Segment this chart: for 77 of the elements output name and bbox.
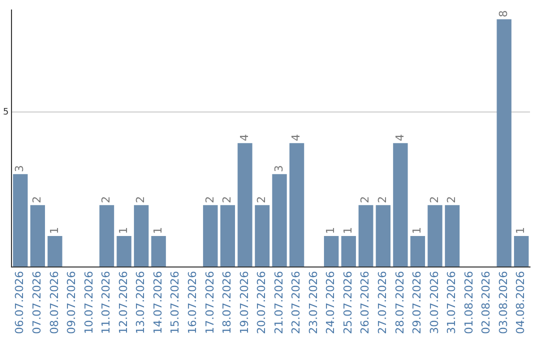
data-label: 1 bbox=[48, 227, 61, 234]
x-tick-label: 03.08.2026 bbox=[496, 271, 510, 334]
x-tick-label: 08.07.2026 bbox=[48, 271, 61, 334]
data-label: 2 bbox=[30, 196, 44, 204]
data-label: 2 bbox=[255, 196, 268, 204]
bar bbox=[99, 205, 114, 267]
x-tick-label: 11.07.2026 bbox=[100, 271, 113, 334]
x-tick-label: 24.07.2026 bbox=[324, 271, 338, 334]
x-tick-label: 02.08.2026 bbox=[480, 271, 493, 334]
x-tick-label: 25.07.2026 bbox=[341, 271, 354, 334]
x-tick-label: 26.07.2026 bbox=[358, 271, 372, 334]
bar bbox=[30, 205, 45, 267]
x-tick-label: 10.07.2026 bbox=[82, 271, 96, 334]
bar bbox=[393, 143, 408, 267]
data-label: 2 bbox=[220, 196, 234, 204]
data-label: 1 bbox=[324, 227, 338, 234]
data-label: 2 bbox=[134, 196, 148, 204]
data-label: 1 bbox=[116, 227, 130, 234]
x-tick-label: 29.07.2026 bbox=[410, 271, 424, 334]
bar bbox=[116, 236, 132, 267]
data-label: 4 bbox=[238, 134, 251, 142]
x-tick-label: 17.07.2026 bbox=[203, 271, 216, 334]
bar bbox=[376, 205, 390, 267]
bar bbox=[514, 236, 529, 267]
x-tick-label: 23.07.2026 bbox=[306, 271, 320, 334]
data-label: 3 bbox=[13, 165, 26, 172]
data-label: 1 bbox=[410, 227, 424, 234]
bar bbox=[341, 236, 356, 267]
bar bbox=[254, 205, 270, 267]
x-tick-label: 22.07.2026 bbox=[290, 271, 303, 334]
bar bbox=[289, 143, 304, 267]
x-tick-label: 12.07.2026 bbox=[116, 271, 130, 334]
data-label: 2 bbox=[358, 196, 372, 204]
data-label: 1 bbox=[151, 227, 164, 234]
data-label: 8 bbox=[496, 10, 510, 18]
x-tick-label: 27.07.2026 bbox=[376, 271, 390, 334]
bar bbox=[238, 143, 252, 267]
x-tick-label: 28.07.2026 bbox=[393, 271, 406, 334]
data-label: 4 bbox=[393, 134, 406, 142]
bar bbox=[358, 205, 374, 267]
data-label: 2 bbox=[445, 196, 458, 204]
data-label: 2 bbox=[428, 196, 441, 204]
x-tick-label: 30.07.2026 bbox=[428, 271, 441, 334]
x-tick-label: 20.07.2026 bbox=[255, 271, 268, 334]
bar bbox=[272, 174, 287, 267]
bar bbox=[444, 205, 460, 267]
x-tick-label: 01.08.2026 bbox=[462, 271, 476, 334]
x-tick-label: 14.07.2026 bbox=[151, 271, 164, 334]
bar bbox=[220, 205, 236, 267]
y-tick-label: 5 bbox=[2, 108, 9, 118]
bar bbox=[13, 174, 28, 267]
bar bbox=[428, 205, 442, 267]
x-tick-label: 31.07.2026 bbox=[445, 271, 458, 334]
x-tick-label: 15.07.2026 bbox=[168, 271, 182, 334]
bar bbox=[496, 19, 512, 267]
bar bbox=[203, 205, 218, 267]
bar bbox=[48, 236, 62, 267]
x-tick-label: 09.07.2026 bbox=[65, 271, 78, 334]
data-label: 1 bbox=[514, 227, 528, 234]
data-label: 3 bbox=[272, 165, 286, 172]
x-tick-label: 16.07.2026 bbox=[186, 271, 199, 334]
x-tick-label: 07.07.2026 bbox=[30, 271, 44, 334]
x-tick-label: 06.07.2026 bbox=[13, 271, 26, 334]
x-tick-label: 04.08.2026 bbox=[514, 271, 528, 334]
x-tick-label: 13.07.2026 bbox=[134, 271, 148, 334]
data-label: 2 bbox=[376, 196, 390, 204]
data-label: 2 bbox=[100, 196, 113, 204]
bar bbox=[410, 236, 426, 267]
bar bbox=[324, 236, 339, 267]
x-tick-label: 21.07.2026 bbox=[272, 271, 286, 334]
data-label: 4 bbox=[290, 134, 303, 142]
bar bbox=[151, 236, 166, 267]
data-label: 2 bbox=[203, 196, 216, 204]
x-tick-label: 18.07.2026 bbox=[220, 271, 234, 334]
x-tick-label: 19.07.2026 bbox=[238, 271, 251, 334]
data-label: 1 bbox=[341, 227, 354, 234]
bar bbox=[134, 205, 149, 267]
